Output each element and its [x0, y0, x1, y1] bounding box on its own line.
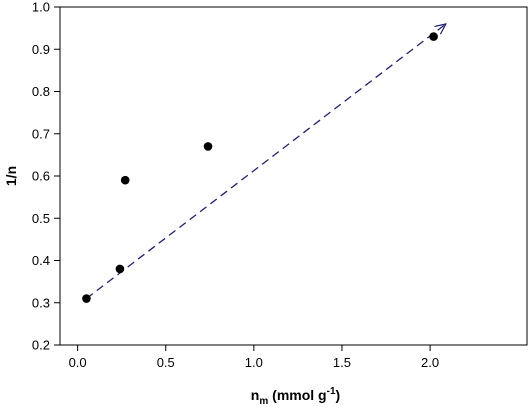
x-axis-label-close: ) [336, 387, 341, 403]
y-tick-label: 0.6 [32, 169, 50, 184]
y-tick-label: 0.2 [32, 338, 50, 353]
y-axis: 0.2 0.3 0.4 0.5 0.6 0.7 0.8 0.9 1.0 [32, 0, 60, 353]
y-tick-label: 0.8 [32, 84, 50, 99]
data-points [82, 32, 438, 303]
y-tick-label: 0.9 [32, 42, 50, 57]
x-axis-label-superscript: -1 [327, 386, 336, 397]
y-axis-label: 1/n [3, 166, 19, 186]
x-tick-label: 0.5 [157, 355, 175, 370]
y-tick-label: 1.0 [32, 0, 50, 15]
data-point [115, 264, 125, 274]
y-tick-label: 0.3 [32, 295, 50, 310]
y-tick-label: 0.4 [32, 253, 50, 268]
data-point [429, 32, 438, 41]
data-point [120, 175, 130, 185]
plot-frame [59, 6, 528, 346]
x-axis-label: nm (mmol g-1) [251, 386, 340, 407]
x-tick-label: 2.0 [421, 355, 439, 370]
x-axis-label-base: n [251, 387, 260, 403]
trend-line [86, 24, 446, 300]
x-axis: 0.0 0.5 1.0 1.5 2.0 [69, 345, 439, 370]
x-axis-label-subscript: m [259, 396, 268, 407]
data-point [203, 142, 213, 151]
x-tick-label: 1.5 [333, 355, 351, 370]
data-point [82, 294, 91, 303]
x-axis-label-unit: (mmol g [268, 387, 326, 403]
y-tick-label: 0.7 [32, 126, 50, 141]
x-tick-label: 1.0 [245, 355, 263, 370]
y-tick-label: 0.5 [32, 211, 50, 226]
x-tick-label: 0.0 [69, 355, 87, 370]
